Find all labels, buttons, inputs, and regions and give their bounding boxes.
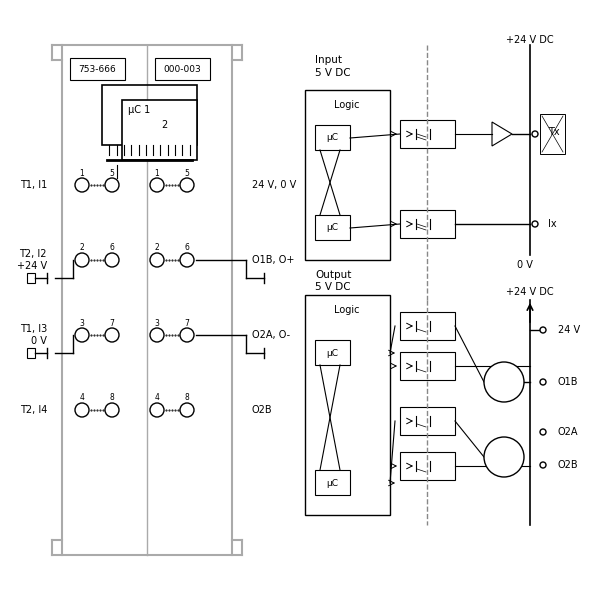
Bar	[27, 348, 35, 358]
Text: 2: 2	[161, 120, 167, 130]
Text: T1, I1: T1, I1	[20, 180, 47, 190]
Text: μC: μC	[326, 133, 338, 142]
Text: T1, I3
0 V: T1, I3 0 V	[20, 324, 47, 346]
Text: O2B: O2B	[252, 405, 272, 415]
Text: T2, I4: T2, I4	[20, 405, 47, 415]
Text: T2, I2
+24 V: T2, I2 +24 V	[17, 249, 47, 271]
Text: O2A: O2A	[558, 427, 578, 437]
Circle shape	[180, 178, 194, 192]
Circle shape	[180, 403, 194, 417]
Text: μC: μC	[326, 223, 338, 232]
Circle shape	[150, 328, 164, 342]
Circle shape	[180, 253, 194, 267]
Text: 1: 1	[155, 169, 160, 178]
Text: O2B: O2B	[558, 460, 578, 470]
Circle shape	[150, 178, 164, 192]
Text: 6: 6	[185, 244, 190, 253]
Text: 4: 4	[80, 394, 85, 403]
Text: Tx: Tx	[548, 127, 560, 137]
Text: O1B, O+: O1B, O+	[252, 255, 295, 265]
Text: 24 V, 0 V: 24 V, 0 V	[252, 180, 296, 190]
Text: 5: 5	[185, 169, 190, 178]
Text: 7: 7	[110, 319, 115, 328]
Bar	[315, 215, 350, 240]
Bar	[305, 295, 390, 515]
Text: 000-003: 000-003	[163, 64, 201, 73]
Text: 753-666: 753-666	[78, 64, 116, 73]
Text: Logic: Logic	[334, 305, 360, 315]
Bar	[315, 125, 350, 150]
Text: +24 V DC: +24 V DC	[506, 287, 554, 297]
Circle shape	[540, 379, 546, 385]
Text: 5: 5	[110, 169, 115, 178]
Text: μC: μC	[326, 479, 338, 487]
Circle shape	[105, 328, 119, 342]
Text: 1: 1	[80, 169, 85, 178]
Circle shape	[532, 131, 538, 137]
Text: Ix: Ix	[548, 219, 557, 229]
Text: Logic: Logic	[334, 100, 360, 110]
Circle shape	[75, 253, 89, 267]
Bar	[400, 120, 455, 148]
Text: 8: 8	[185, 394, 190, 403]
Text: Output: Output	[315, 270, 352, 280]
Polygon shape	[492, 122, 512, 146]
Text: Input: Input	[315, 55, 342, 65]
Text: μC: μC	[326, 349, 338, 358]
Circle shape	[75, 328, 89, 342]
Circle shape	[150, 403, 164, 417]
Text: 2: 2	[80, 244, 85, 253]
Text: 0 V: 0 V	[517, 260, 533, 270]
Text: 2: 2	[155, 244, 160, 253]
Bar	[27, 273, 35, 283]
Text: 6: 6	[110, 244, 115, 253]
Text: 3: 3	[155, 319, 160, 328]
Text: 5 V DC: 5 V DC	[315, 282, 350, 292]
Circle shape	[532, 221, 538, 227]
Text: μC 1: μC 1	[128, 105, 150, 115]
Bar	[102, 85, 197, 145]
Circle shape	[180, 328, 194, 342]
Bar	[315, 340, 350, 365]
Bar	[305, 90, 390, 260]
Bar	[70, 58, 125, 80]
Text: O1B: O1B	[558, 377, 578, 387]
Circle shape	[105, 178, 119, 192]
Text: O2A, O-: O2A, O-	[252, 330, 290, 340]
Bar	[400, 407, 455, 435]
Circle shape	[105, 253, 119, 267]
Bar	[400, 352, 455, 380]
Bar	[315, 470, 350, 495]
Text: 5 V DC: 5 V DC	[315, 68, 350, 78]
Bar	[540, 114, 565, 154]
Circle shape	[484, 362, 524, 402]
Bar	[62, 45, 232, 555]
Bar	[400, 452, 455, 480]
Text: +24 V DC: +24 V DC	[506, 35, 554, 45]
Bar	[122, 100, 197, 160]
Text: 4: 4	[155, 394, 160, 403]
Circle shape	[540, 429, 546, 435]
Text: 24 V: 24 V	[558, 325, 580, 335]
Bar	[155, 58, 210, 80]
Circle shape	[540, 462, 546, 468]
Circle shape	[75, 403, 89, 417]
Text: 8: 8	[110, 394, 115, 403]
Circle shape	[540, 327, 546, 333]
Circle shape	[150, 253, 164, 267]
Circle shape	[75, 178, 89, 192]
Circle shape	[105, 403, 119, 417]
Circle shape	[484, 437, 524, 477]
Text: 3: 3	[80, 319, 85, 328]
Bar	[400, 312, 455, 340]
Bar	[400, 210, 455, 238]
Text: 7: 7	[185, 319, 190, 328]
